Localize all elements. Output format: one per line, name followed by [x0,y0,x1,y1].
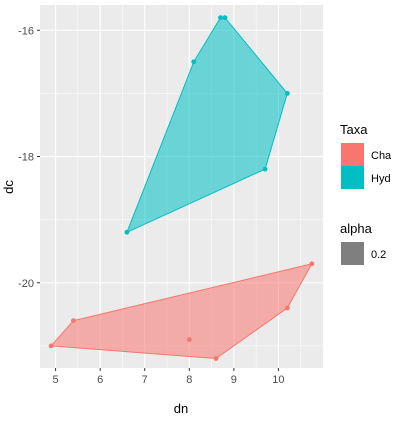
major-gridlines [40,5,323,368]
legend-label-alpha: 0.2 [371,249,386,261]
point-hyd [124,229,130,235]
axis-ticks [37,29,279,371]
legend-label-hyd: Hyd [371,173,391,185]
series-layer [48,15,315,361]
x-tick-label: 6 [97,374,103,386]
x-tick-label: 8 [186,374,192,386]
point-hyd [222,15,228,21]
legend-title-alpha: alpha [340,221,373,236]
series-cha [48,261,315,361]
x-tick-label: 7 [142,374,148,386]
point-cha [213,356,219,361]
y-tick-label: -20 [18,278,34,290]
point-cha [48,343,54,349]
y-tick-label: -16 [18,25,34,37]
point-cha [186,337,192,342]
y-tick-label: -18 [18,152,34,164]
y-axis-title: dc [1,180,16,194]
axis-tick-labels: 5 6 7 8 9 10 -20 -18 -16 [18,25,284,386]
legend: Taxa Cha Hyd alpha 0.2 [340,122,392,265]
series-hyd [124,15,290,235]
legend-key-alpha [341,242,364,265]
x-tick-label: 9 [231,374,237,386]
legend-label-cha: Cha [371,150,392,162]
point-hyd [262,166,268,172]
point-hyd [284,90,290,96]
point-hyd [191,59,197,65]
x-axis-title: dn [174,401,188,416]
legend-key-hyd [341,166,364,189]
x-tick-label: 10 [272,374,284,386]
legend-key-cha [341,143,364,166]
point-cha [71,318,76,324]
legend-title-taxa: Taxa [340,122,368,137]
point-cha [309,261,315,267]
point-cha [284,305,290,311]
hull-cha [50,263,313,360]
point-hyd [218,15,223,21]
x-tick-label: 5 [53,374,59,386]
